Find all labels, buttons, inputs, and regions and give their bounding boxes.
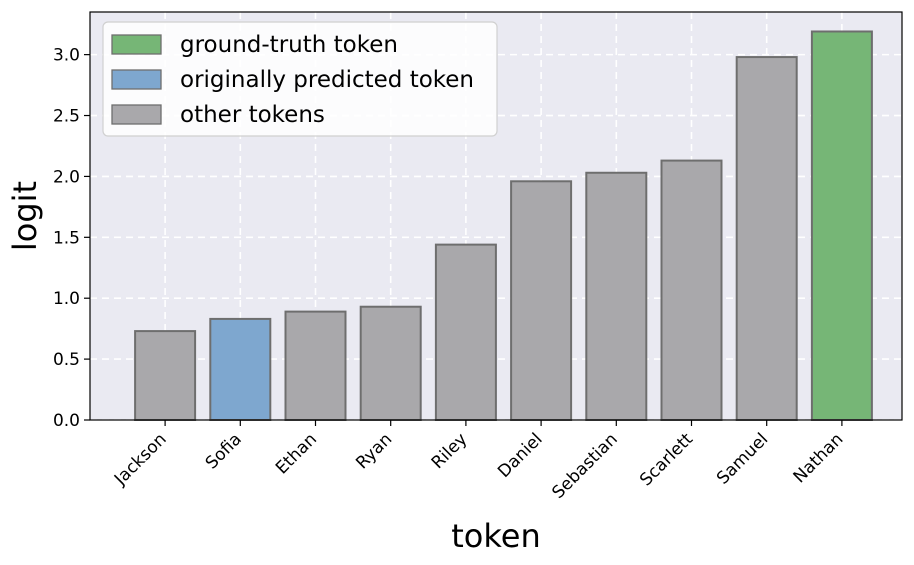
bar-sebastian [585, 171, 648, 421]
y-tick-label: 0.0 [53, 411, 80, 431]
x-tick-label: Sebastian [548, 429, 621, 502]
x-tick-label: Ethan [272, 429, 321, 478]
bar-scarlett [660, 159, 723, 421]
bar-riley [434, 243, 497, 421]
legend-label-other: other tokens [180, 102, 325, 128]
x-tick-label: Jackson [110, 429, 171, 490]
legend-swatch-ground_truth [111, 34, 162, 55]
x-tick-label: Riley [428, 429, 472, 473]
y-tick-label: 2.0 [53, 167, 80, 187]
y-tick-label: 0.5 [53, 350, 80, 370]
bar-sofia [209, 317, 272, 421]
y-tick-label: 3.0 [53, 46, 80, 66]
x-tick-label: Sofia [202, 429, 246, 473]
y-axis-title: logit [6, 181, 44, 251]
y-tick-label: 1.5 [53, 228, 80, 248]
bar-jackson [134, 330, 197, 421]
bar-daniel [510, 180, 573, 421]
y-tick-label: 2.5 [53, 107, 80, 127]
legend-box [102, 21, 498, 137]
x-axis-title: token [451, 517, 540, 555]
x-tick-label: Daniel [494, 429, 546, 481]
bar-ethan [284, 310, 347, 421]
legend-label-predicted: originally predicted token [180, 67, 474, 93]
x-axis: Jackson Sofia Ethan Ryan Riley Daniel Sebastia… [110, 420, 847, 503]
plot-frame [89, 11, 903, 421]
x-tick-label: Samuel [713, 429, 772, 488]
legend-swatch-other [111, 104, 162, 125]
x-tick-label: Nathan [790, 429, 848, 487]
y-axis: 0.0 0.5 1.0 1.5 2.0 2.5 3.0 [53, 46, 90, 431]
bar-nathan [810, 30, 873, 421]
y-tick-label: 1.0 [53, 289, 80, 309]
legend: ground-truth token originally predicted t… [102, 21, 498, 137]
bar-ryan [359, 305, 422, 421]
bar-samuel [735, 56, 798, 422]
legend-swatch-predicted [111, 69, 162, 90]
x-tick-label: Ryan [352, 429, 396, 473]
legend-label-ground_truth: ground-truth token [180, 32, 398, 58]
x-tick-label: Scarlett [636, 429, 697, 490]
